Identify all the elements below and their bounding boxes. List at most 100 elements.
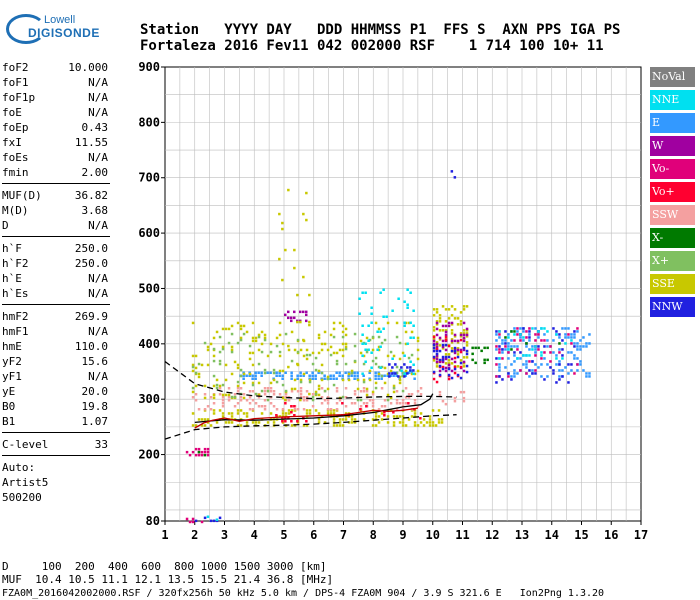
echo-point: [361, 342, 364, 345]
echo-point: [531, 348, 534, 351]
echo-point: [456, 317, 460, 320]
echo-point: [248, 408, 252, 411]
echo-point: [377, 377, 380, 380]
echo-point: [314, 356, 318, 360]
echo-point: [456, 365, 460, 368]
echo-point: [296, 374, 299, 377]
echo-point: [552, 351, 555, 354]
echo-point: [392, 390, 396, 394]
echo-point: [435, 344, 439, 347]
echo-point: [495, 375, 498, 378]
echo-point: [462, 332, 466, 335]
param-value: 10.000: [68, 61, 108, 74]
echo-point: [194, 384, 198, 388]
echo-point: [495, 339, 498, 342]
echo-point: [308, 409, 312, 412]
echo-point: [444, 369, 448, 373]
echo-point: [507, 372, 510, 375]
echo-point: [251, 339, 255, 343]
echo-point: [308, 378, 312, 382]
echo-point: [305, 399, 309, 402]
echo-point: [543, 351, 546, 354]
echo-point: [197, 375, 201, 379]
echo-point: [465, 370, 469, 374]
echo-point: [428, 415, 432, 418]
echo-point: [302, 310, 305, 314]
echo-point: [504, 345, 507, 348]
auto-scaling-line: Artist5: [2, 476, 49, 489]
echo-point: [395, 415, 399, 418]
echo-point: [364, 342, 367, 345]
echo-point: [290, 377, 293, 380]
echo-point: [558, 348, 561, 351]
echo-point: [447, 359, 451, 362]
echo-point: [269, 402, 273, 405]
echo-point: [404, 424, 408, 427]
fit-curve: [164, 414, 457, 440]
echo-point: [320, 363, 324, 367]
echo-point: [498, 345, 501, 348]
echo-point: [392, 374, 395, 377]
echo-point: [507, 342, 510, 345]
echo-point: [444, 324, 448, 328]
param-label: hmF2: [2, 310, 29, 323]
echo-point: [459, 376, 463, 380]
param-label: foEs: [2, 151, 29, 164]
echo-point: [227, 421, 231, 424]
echo-point: [248, 351, 252, 355]
echo-point: [257, 405, 261, 408]
echo-point: [353, 377, 356, 380]
echo-point: [311, 395, 315, 399]
echo-point: [465, 333, 469, 337]
echo-point: [403, 324, 406, 327]
echo-point: [407, 321, 411, 325]
echo-point: [251, 383, 255, 387]
echo-point: [206, 418, 210, 421]
param-value: 15.6: [81, 355, 109, 368]
echo-point: [507, 333, 510, 336]
echo-point: [428, 424, 432, 427]
echo-point: [394, 363, 397, 366]
echo-point: [215, 421, 219, 424]
echo-point: [403, 363, 406, 366]
echo-point: [435, 360, 439, 364]
fit-curve: [194, 407, 418, 429]
echo-point: [314, 374, 317, 377]
echo-point: [257, 335, 261, 339]
echo-point: [239, 327, 243, 331]
echo-point: [194, 447, 198, 451]
echo-point: [531, 360, 534, 363]
echo-point: [362, 380, 366, 384]
echo-point: [290, 319, 293, 323]
echo-point: [462, 396, 466, 400]
echo-point: [462, 305, 466, 308]
echo-point: [371, 418, 375, 421]
echo-point: [341, 378, 345, 382]
echo-point: [353, 332, 357, 336]
echo-point: [242, 324, 246, 328]
echo-point: [428, 421, 432, 424]
echo-point: [263, 336, 267, 340]
echo-point: [287, 409, 291, 412]
echo-point: [537, 336, 540, 339]
echo-point: [459, 390, 463, 394]
echo-point: [203, 408, 207, 411]
echo-point: [206, 348, 210, 352]
echo-point: [305, 412, 309, 415]
echo-point: [239, 338, 243, 342]
echo-point: [453, 399, 457, 403]
echo-point: [522, 354, 525, 357]
y-tick-label: 80: [146, 514, 160, 528]
echo-point: [206, 447, 210, 451]
echo-point: [394, 372, 397, 375]
lowell-digisonde-logo: Lowell DIGISONDE: [4, 4, 99, 46]
legend-item: W: [650, 136, 695, 156]
echo-point: [251, 321, 255, 325]
echo-point: [534, 327, 537, 330]
echo-point: [567, 351, 570, 354]
echo-point: [459, 323, 463, 326]
echo-point: [459, 348, 463, 352]
echo-point: [465, 335, 469, 338]
echo-point: [302, 338, 305, 342]
echo-point: [260, 389, 264, 393]
